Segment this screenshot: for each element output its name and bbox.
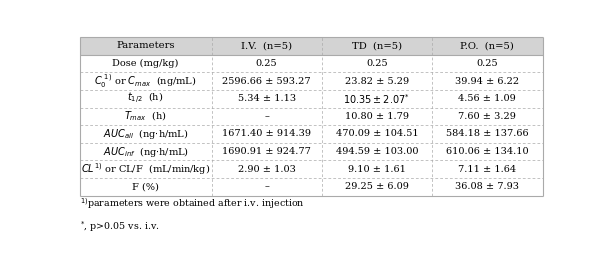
Text: 10.80 ± 1.79: 10.80 ± 1.79	[345, 112, 409, 121]
Text: Dose (mg/kg): Dose (mg/kg)	[112, 59, 179, 68]
Text: 9.10 ± 1.61: 9.10 ± 1.61	[348, 165, 405, 174]
Text: 29.25 ± 6.09: 29.25 ± 6.09	[345, 182, 409, 191]
Text: –: –	[264, 182, 269, 191]
Text: 5.34 ± 1.13: 5.34 ± 1.13	[237, 94, 296, 103]
Text: 1671.40 ± 914.39: 1671.40 ± 914.39	[222, 130, 311, 139]
Text: $^{*}$, p>0.05 vs. i.v.: $^{*}$, p>0.05 vs. i.v.	[80, 219, 160, 234]
Text: 0.25: 0.25	[256, 59, 277, 68]
Text: –: –	[264, 112, 269, 121]
Text: 0.25: 0.25	[366, 59, 388, 68]
Bar	[80, 37, 543, 55]
Text: $t_{1/2}$  (h): $t_{1/2}$ (h)	[127, 91, 164, 106]
Text: P.O.  (n=5): P.O. (n=5)	[460, 41, 514, 50]
Text: 610.06 ± 134.10: 610.06 ± 134.10	[446, 147, 529, 156]
Text: 7.11 ± 1.64: 7.11 ± 1.64	[458, 165, 517, 174]
Text: $T_{max}$  (h): $T_{max}$ (h)	[124, 110, 167, 123]
Text: 39.94 ± 6.22: 39.94 ± 6.22	[455, 77, 519, 86]
Text: $AUC_{all}$  (ng$\cdot$h/mL): $AUC_{all}$ (ng$\cdot$h/mL)	[103, 127, 188, 141]
Text: 1690.91 ± 924.77: 1690.91 ± 924.77	[222, 147, 311, 156]
Text: 494.59 ± 103.00: 494.59 ± 103.00	[336, 147, 418, 156]
Text: $AUC_{inf}$  (ng$\cdot$h/mL): $AUC_{inf}$ (ng$\cdot$h/mL)	[103, 145, 189, 159]
Text: 23.82 ± 5.29: 23.82 ± 5.29	[345, 77, 409, 86]
Text: 2.90 ± 1.03: 2.90 ± 1.03	[238, 165, 296, 174]
Text: Parameters: Parameters	[117, 41, 175, 50]
Text: $CL^{1)}$ or CL/F  (mL/min/kg): $CL^{1)}$ or CL/F (mL/min/kg)	[81, 161, 210, 177]
Text: $C_0^{\ 1)}$ or $C_{max}$  (ng/mL): $C_0^{\ 1)}$ or $C_{max}$ (ng/mL)	[94, 72, 197, 90]
Text: 36.08 ± 7.93: 36.08 ± 7.93	[455, 182, 519, 191]
Text: 7.60 ± 3.29: 7.60 ± 3.29	[458, 112, 516, 121]
Text: TD  (n=5): TD (n=5)	[352, 41, 402, 50]
Text: I.V.  (n=5): I.V. (n=5)	[241, 41, 292, 50]
Text: $^{1)}$parameters were obtained after i.v. injection: $^{1)}$parameters were obtained after i.…	[80, 196, 305, 211]
Text: 2596.66 ± 593.27: 2596.66 ± 593.27	[222, 77, 311, 86]
Text: $10.35 \pm 2.07^{*}$: $10.35 \pm 2.07^{*}$	[344, 92, 410, 106]
Text: F (%): F (%)	[132, 182, 159, 191]
Text: 584.18 ± 137.66: 584.18 ± 137.66	[446, 130, 529, 139]
Text: 4.56 ± 1.09: 4.56 ± 1.09	[458, 94, 516, 103]
Text: 470.09 ± 104.51: 470.09 ± 104.51	[336, 130, 418, 139]
Text: 0.25: 0.25	[476, 59, 498, 68]
